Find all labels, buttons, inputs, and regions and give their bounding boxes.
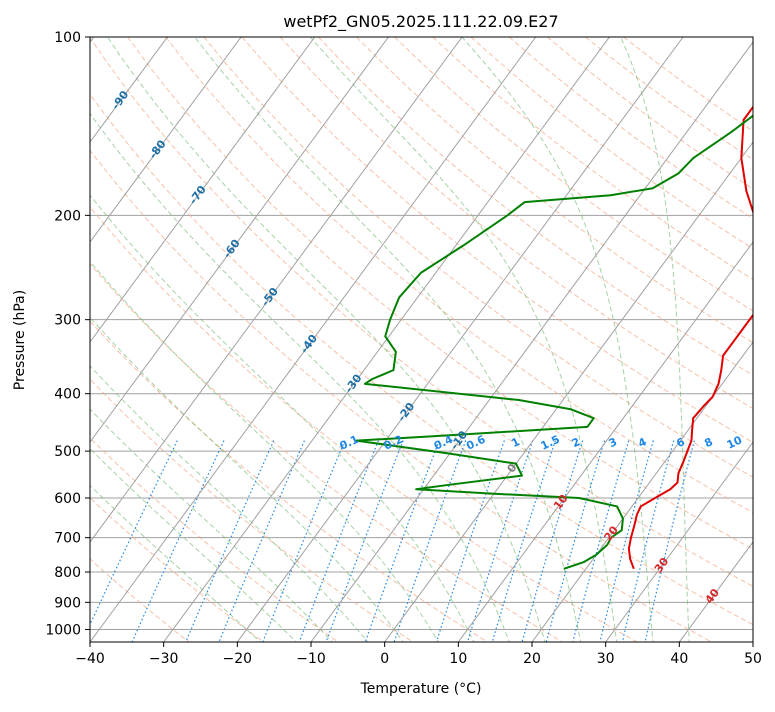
moist-adiabat-line [90, 260, 440, 642]
mixing-ratio-line [90, 440, 178, 626]
mixing-ratio-label: 10 [725, 433, 745, 451]
x-tick-label: −30 [149, 651, 179, 667]
dry-adiabat-line [90, 558, 190, 642]
mixing-ratio-line [435, 440, 505, 642]
moist-adiabat-line [90, 194, 475, 642]
dewpoint-profile-line [355, 114, 753, 570]
chart-title: wetPf2_GN05.2025.111.22.09.E27 [283, 12, 558, 32]
moist-adiabat-line [461, 37, 654, 642]
dry-adiabat-line [165, 37, 753, 514]
dry-adiabat-line [90, 378, 414, 642]
isotherm-line [90, 37, 463, 543]
mixing-ratio-line [599, 440, 654, 642]
y-tick-label: 700 [54, 531, 81, 547]
x-tick-label: −20 [223, 651, 253, 667]
moist-adiabat-line [309, 37, 618, 642]
moist-adiabat-line [90, 365, 369, 642]
mixing-ratio-line [325, 440, 404, 642]
dry-adiabat-line [279, 37, 753, 410]
y-tick-label: 900 [54, 595, 81, 611]
moist-adiabat-line [90, 316, 404, 642]
isotherm-line [90, 37, 389, 443]
x-tick-label: 30 [597, 651, 615, 667]
mixing-ratio-line [521, 440, 584, 642]
moist-adiabat-line [90, 112, 510, 642]
mixing-ratio-line [545, 440, 606, 642]
dry-adiabat-line [203, 37, 753, 478]
isotherm-line [90, 37, 316, 343]
x-tick-label: −40 [75, 651, 105, 667]
y-tick-label: 500 [54, 444, 81, 460]
mixing-ratio-line [572, 440, 630, 642]
x-tick-label: 20 [523, 651, 541, 667]
plot-frame [89, 36, 754, 643]
x-tick-label: 50 [744, 651, 762, 667]
mixing-ratio-line [393, 440, 467, 642]
isotherm-line [310, 41, 753, 642]
y-tick-label: 400 [54, 387, 81, 403]
y-tick-label: 1000 [45, 622, 81, 638]
mixing-ratio-line [218, 440, 305, 642]
dry-adiabat-line [90, 93, 753, 626]
dry-adiabat-line [90, 206, 639, 642]
moist-adiabat-line [194, 37, 582, 642]
isotherm-line [90, 37, 537, 642]
mixing-ratio-line [185, 440, 275, 642]
dry-adiabat-line [317, 37, 753, 376]
y-tick-label: 800 [54, 565, 81, 581]
axes: −40 −30 −20 −10 0 10 20 30 40 50 100 200 300 400 500 60… [45, 30, 762, 667]
dry-adiabat-line [127, 37, 753, 550]
isotherm-line [90, 37, 168, 143]
x-axis-label: Temperature (°C) [360, 681, 482, 697]
mixing-ratio-line [298, 440, 380, 642]
dry-adiabat-line [90, 262, 564, 642]
x-tick-label: 10 [449, 651, 467, 667]
dry-adiabat-line [90, 437, 340, 642]
mixing-ratio-line [621, 440, 675, 642]
isotherm-line [90, 37, 242, 243]
dry-adiabat-line [90, 37, 753, 587]
background-lines [90, 37, 753, 642]
y-axis-label: Pressure (hPa) [12, 290, 28, 390]
isotherm-line [236, 37, 684, 642]
x-tick-label: 40 [670, 651, 688, 667]
isotherm-line [457, 241, 753, 642]
sounding-profiles [355, 105, 753, 570]
isotherm-line [384, 141, 753, 642]
x-tick-label: −10 [296, 651, 326, 667]
moist-adiabat-line [90, 408, 333, 642]
y-tick-label: 600 [54, 491, 81, 507]
mixing-ratio-line [644, 440, 695, 642]
temperature-profile-line [627, 105, 753, 570]
isotherm-line [605, 441, 753, 642]
mixing-ratio-line [131, 440, 225, 642]
isotherm-line [531, 341, 753, 642]
dry-adiabat-line [241, 37, 753, 444]
y-tick-label: 300 [54, 313, 81, 329]
y-tick-label: 200 [54, 208, 81, 224]
moist-adiabat-line [620, 37, 690, 642]
moist-adiabat-line [90, 447, 297, 642]
x-tick-label: 0 [380, 651, 389, 667]
y-tick-label: 100 [54, 30, 81, 46]
